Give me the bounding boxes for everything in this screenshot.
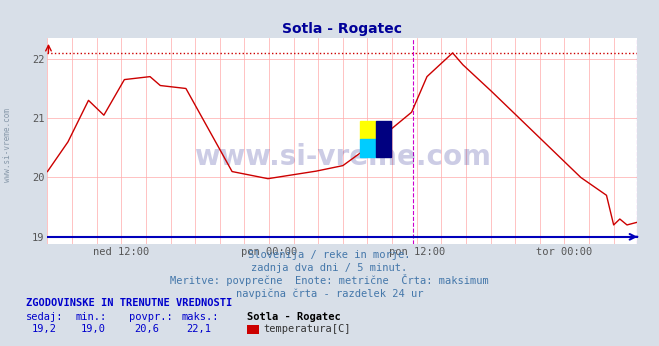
Text: zadnja dva dni / 5 minut.: zadnja dva dni / 5 minut. — [251, 263, 408, 273]
Text: sedaj:: sedaj: — [26, 312, 64, 322]
Title: Sotla - Rogatec: Sotla - Rogatec — [282, 21, 403, 36]
Text: temperatura[C]: temperatura[C] — [264, 324, 351, 334]
Bar — [360, 139, 376, 157]
Text: Slovenija / reke in morje.: Slovenija / reke in morje. — [248, 250, 411, 260]
Text: Meritve: povprečne  Enote: metrične  Črta: maksimum: Meritve: povprečne Enote: metrične Črta:… — [170, 274, 489, 286]
Bar — [360, 121, 376, 139]
Text: www.si-vreme.com: www.si-vreme.com — [194, 144, 491, 172]
Text: ZGODOVINSKE IN TRENUTNE VREDNOSTI: ZGODOVINSKE IN TRENUTNE VREDNOSTI — [26, 298, 233, 308]
Text: min.:: min.: — [76, 312, 107, 322]
Text: povpr.:: povpr.: — [129, 312, 172, 322]
Text: maks.:: maks.: — [181, 312, 219, 322]
Text: 20,6: 20,6 — [134, 324, 159, 334]
Text: 19,0: 19,0 — [81, 324, 106, 334]
Text: 19,2: 19,2 — [32, 324, 57, 334]
Text: navpična črta - razdelek 24 ur: navpična črta - razdelek 24 ur — [236, 289, 423, 299]
Text: 22,1: 22,1 — [186, 324, 212, 334]
Bar — [376, 121, 391, 157]
Text: www.si-vreme.com: www.si-vreme.com — [3, 108, 13, 182]
Text: Sotla - Rogatec: Sotla - Rogatec — [247, 312, 341, 322]
